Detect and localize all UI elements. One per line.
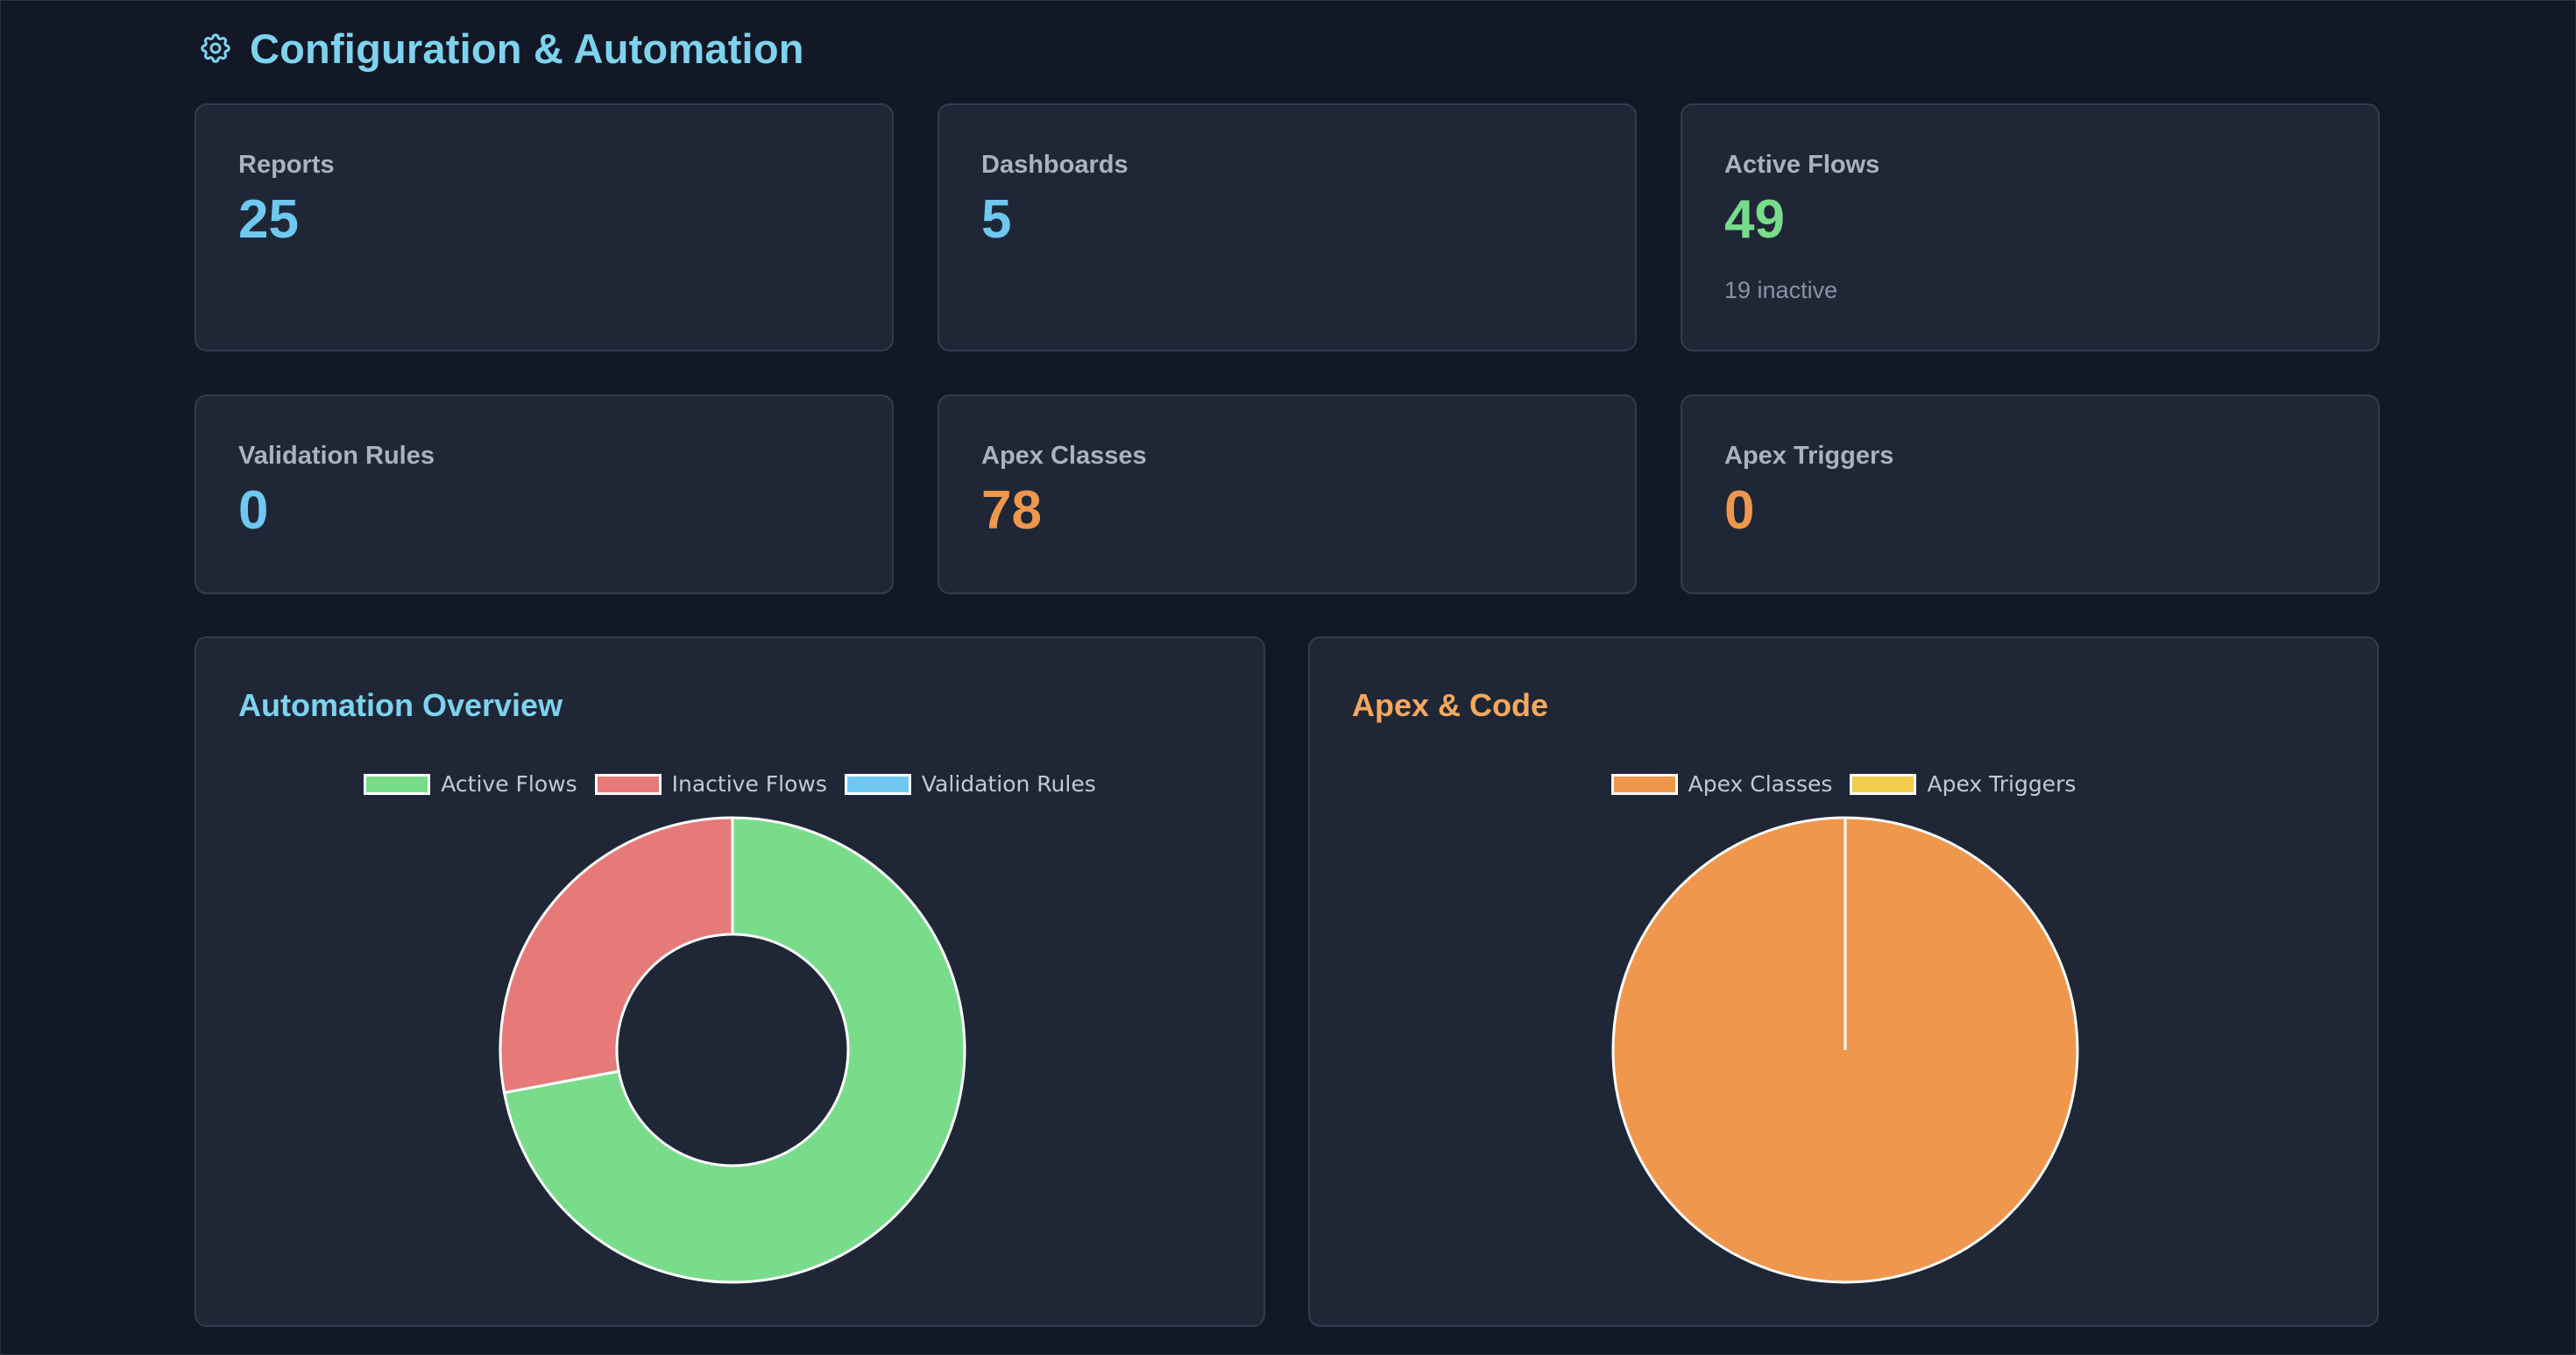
legend-swatch xyxy=(364,773,431,795)
stat-card-reports: Reports 25 xyxy=(195,103,894,351)
legend-item[interactable]: Inactive Flows xyxy=(594,771,827,797)
stat-label: Reports xyxy=(238,151,335,179)
legend-item[interactable]: Validation Rules xyxy=(844,771,1096,797)
stat-card-apex-triggers: Apex Triggers 0 xyxy=(1681,394,2380,594)
apex-pie-chart xyxy=(1611,816,2079,1284)
legend-item[interactable]: Active Flows xyxy=(364,771,577,797)
chart-title: Apex & Code xyxy=(1352,687,1549,723)
stat-value: 0 xyxy=(1724,480,1755,541)
legend-label: Active Flows xyxy=(441,771,577,797)
chart-legend: Apex Classes Apex Triggers xyxy=(1310,771,2377,797)
stat-card-validation-rules: Validation Rules 0 xyxy=(195,394,894,594)
stat-value: 5 xyxy=(981,189,1012,250)
legend-label: Apex Triggers xyxy=(1927,771,2077,797)
stat-label: Apex Classes xyxy=(981,442,1147,470)
stat-card-active-flows: Active Flows 49 19 inactive xyxy=(1681,103,2380,351)
legend-swatch xyxy=(1850,773,1917,795)
stat-card-apex-classes: Apex Classes 78 xyxy=(938,394,1637,594)
legend-item[interactable]: Apex Classes xyxy=(1610,771,1833,797)
chart-legend: Active Flows Inactive Flows Validation R… xyxy=(196,771,1263,797)
legend-label: Validation Rules xyxy=(921,771,1096,797)
legend-swatch xyxy=(594,773,662,795)
legend-swatch xyxy=(844,773,911,795)
chart-slice-active-flows[interactable] xyxy=(502,816,966,1284)
apex-code-card: Apex & Code Apex Classes Apex Triggers xyxy=(1308,636,2379,1327)
legend-item[interactable]: Apex Triggers xyxy=(1850,771,2076,797)
section-header: Configuration & Automation xyxy=(197,25,804,72)
chart-title: Automation Overview xyxy=(238,687,563,723)
gear-icon xyxy=(197,30,234,67)
stat-label: Dashboards xyxy=(981,151,1129,179)
stat-label: Active Flows xyxy=(1724,151,1880,179)
stat-label: Validation Rules xyxy=(238,442,435,470)
legend-label: Inactive Flows xyxy=(671,771,827,797)
legend-label: Apex Classes xyxy=(1688,771,1833,797)
stat-subtext: 19 inactive xyxy=(1724,277,1838,303)
chart-slice-inactive-flows[interactable] xyxy=(499,816,734,1095)
legend-swatch xyxy=(1610,773,1678,795)
stat-card-dashboards: Dashboards 5 xyxy=(938,103,1637,351)
stat-value: 49 xyxy=(1724,189,1785,250)
section-title: Configuration & Automation xyxy=(250,25,804,72)
stat-value: 25 xyxy=(238,189,299,250)
stat-value: 0 xyxy=(238,480,269,541)
stat-label: Apex Triggers xyxy=(1724,442,1894,470)
automation-doughnut-chart xyxy=(499,816,966,1284)
automation-overview-card: Automation Overview Active Flows Inactiv… xyxy=(195,636,1265,1327)
stat-value: 78 xyxy=(981,480,1042,541)
